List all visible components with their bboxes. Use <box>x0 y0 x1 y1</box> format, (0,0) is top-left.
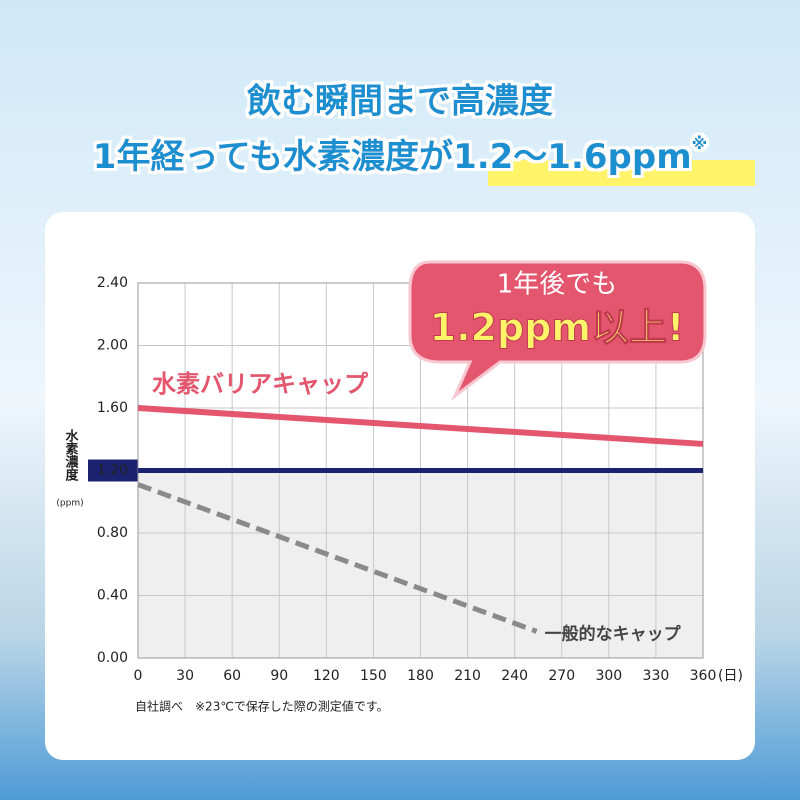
x-tick-label: 270 <box>548 668 575 684</box>
x-tick-label: 30 <box>176 668 194 684</box>
y-axis-unit: (ppm) <box>56 499 83 509</box>
x-tick-label: 150 <box>360 668 387 684</box>
y-tick-label: 0.80 <box>97 525 128 541</box>
highlight <box>488 160 755 186</box>
subtitle: 1年経っても水素濃度が1.2〜1.6ppm※ <box>93 134 707 177</box>
callout-text: 1年後でも <box>497 270 618 300</box>
x-tick-label: 60 <box>223 668 241 684</box>
x-tick-label: 360 <box>690 668 717 684</box>
x-tick-label: 180 <box>407 668 434 684</box>
callout-text: 1.2ppm以上! <box>430 306 685 350</box>
subtitle-part: 1年経っても水素濃度が <box>93 137 453 177</box>
series-label: 水素バリアキャップ <box>152 370 369 398</box>
callout-bubble <box>408 260 707 401</box>
title: 飲む瞬間まで高濃度 <box>247 82 553 122</box>
subtitle-part: 1.2〜1.6ppm <box>453 137 692 177</box>
x-tick-label: 300 <box>595 668 622 684</box>
y-axis-label: 水素濃度 <box>63 428 79 482</box>
series-line <box>137 482 538 634</box>
series-line <box>137 405 704 447</box>
y-tick-label: 2.40 <box>97 275 128 291</box>
plot: 0 30 60 90 120 150 180 210 240 270 300 330 360 0.00 0.… <box>88 275 716 684</box>
y-tick-label: 0.00 <box>97 650 128 666</box>
series-label: 一般的なキャップ <box>545 623 682 644</box>
y-tick-label: 1.60 <box>97 400 128 416</box>
x-tick-label: 120 <box>313 668 340 684</box>
x-tick-label: 240 <box>501 668 528 684</box>
x-tick-label: 90 <box>270 668 288 684</box>
subtitle-mark: ※ <box>692 134 708 153</box>
y-tick-label: 0.40 <box>97 588 128 604</box>
x-tick-label: 330 <box>643 668 670 684</box>
tick-highlight <box>88 459 138 482</box>
note: 自社調べ ※23℃で保存した際の測定値です。 <box>135 699 389 714</box>
x-axis-unit: (日) <box>718 668 743 684</box>
y-tick-label: 2.00 <box>97 338 128 354</box>
y-tick-label: 1.20 <box>97 463 128 479</box>
x-tick-label: 0 <box>134 668 143 684</box>
x-tick-label: 210 <box>454 668 481 684</box>
